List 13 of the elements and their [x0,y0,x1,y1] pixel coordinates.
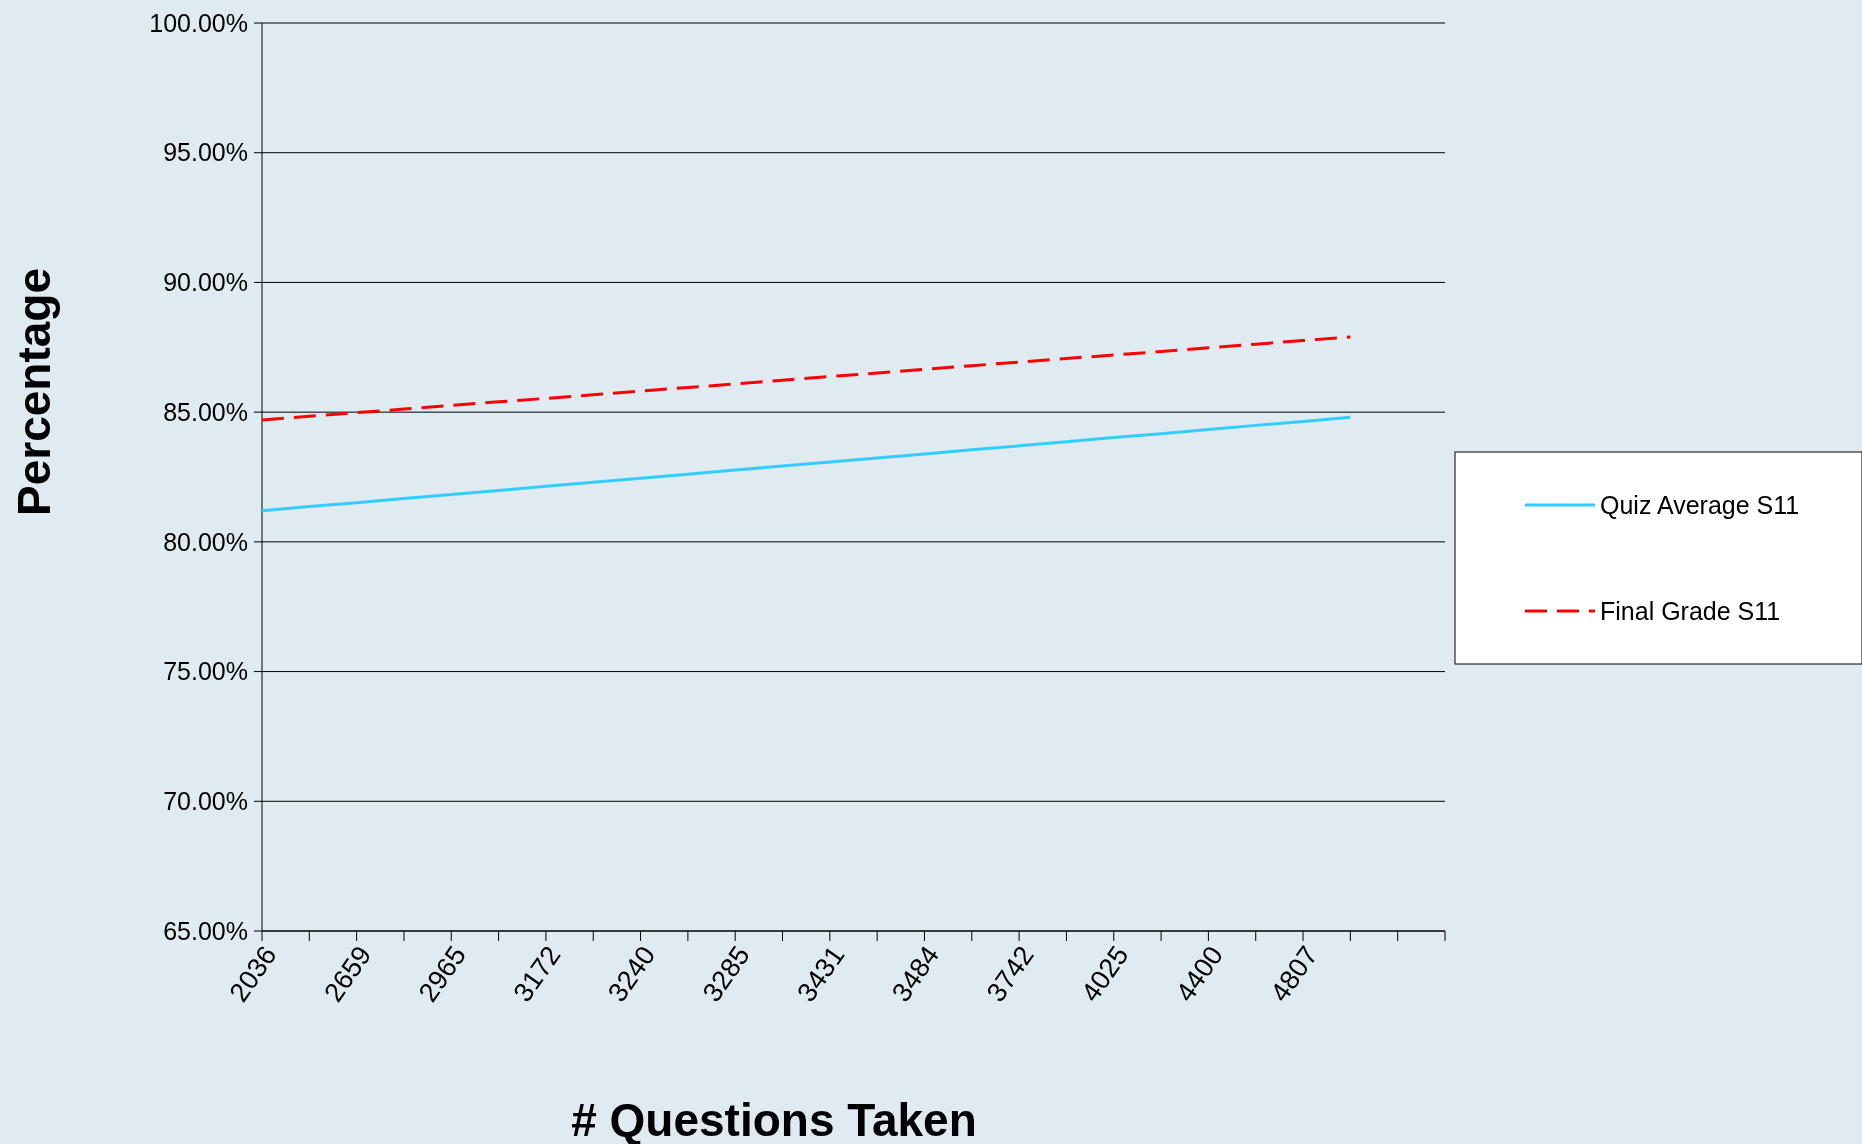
y-tick-label: 90.00% [163,268,248,297]
y-tick-label: 75.00% [163,657,248,686]
y-tick-label: 85.00% [163,397,248,426]
legend-label: Final Grade S11 [1600,596,1781,625]
line-series [260,335,1352,422]
y-tick-label: 100.00% [149,8,248,37]
y-tick-label: 95.00% [163,138,248,167]
y-tick-label: 70.00% [163,787,248,816]
y-tick-label: 80.00% [163,527,248,556]
y-tick-label: 65.00% [163,916,248,945]
line-series [260,415,1352,513]
legend-label: Quiz Average S11 [1600,490,1800,519]
y-axis-title: Percentage [8,267,60,517]
